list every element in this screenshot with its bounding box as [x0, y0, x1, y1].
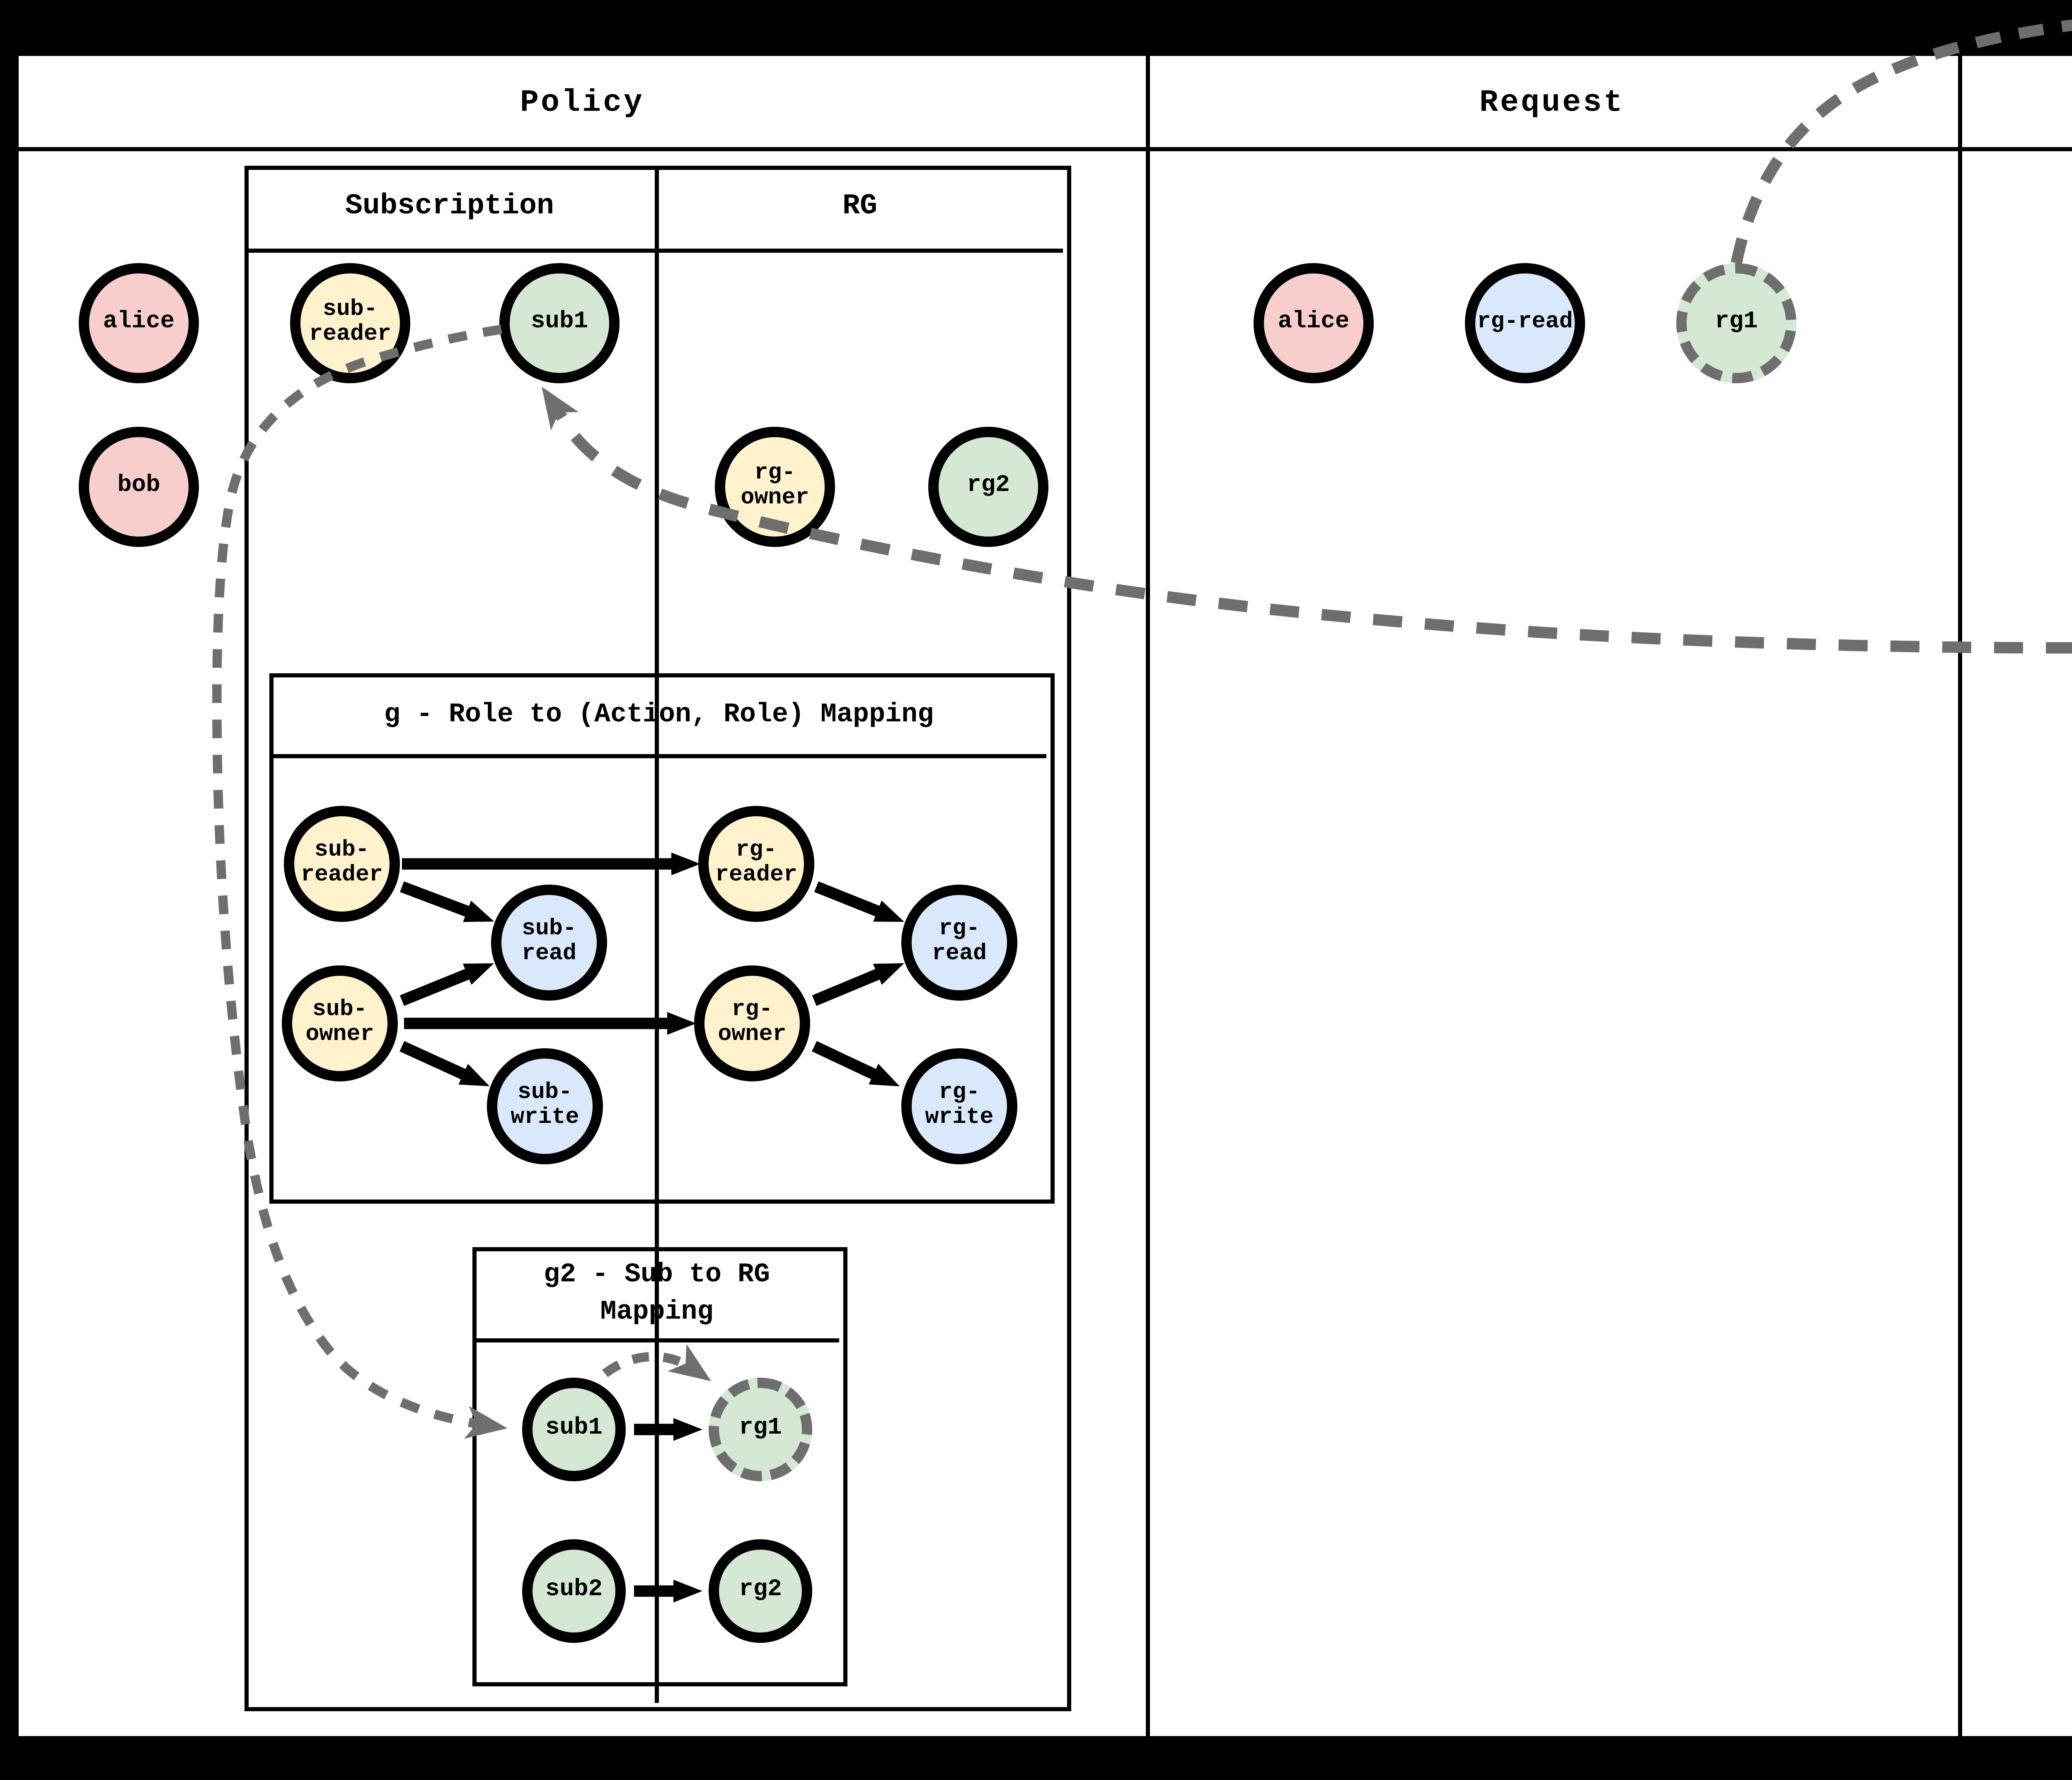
node-g-rg-write: rg-write	[901, 1048, 1017, 1164]
column-header-subscription: Subscription	[345, 191, 554, 224]
panel-title-policy: Policy	[520, 86, 645, 121]
node-policy-sub-reader: sub- reader	[290, 263, 410, 383]
policy-request-divider	[1146, 56, 1150, 1736]
panel-title-request: Request	[1479, 86, 1625, 121]
node-g2-rg1: rg1	[709, 1378, 812, 1481]
node-policy-alice: alice	[79, 263, 199, 383]
g2-mapping-header-line	[472, 1338, 839, 1342]
node-policy-bob: bob	[79, 427, 199, 547]
table-column-divider	[655, 166, 659, 1703]
node-g2-sub1: sub1	[522, 1378, 626, 1481]
node-g-sub-write: sub- write	[487, 1048, 603, 1164]
node-g-rg-reader: rg- reader	[698, 806, 814, 922]
g2-mapping-title: g2 - Sub to RG Mapping	[543, 1258, 770, 1326]
node-g-rg-read: rg-read	[901, 885, 1017, 1001]
g-mapping-title: g - Role to (Action, Role) Mapping	[384, 699, 934, 730]
node-request-rg1: rg1	[1676, 263, 1796, 383]
node-policy-rg2: rg2	[928, 427, 1048, 547]
node-g-sub-owner: sub- owner	[282, 965, 398, 1081]
node-g-rg-owner: rg-owner	[694, 965, 810, 1081]
node-g-sub-read: sub-read	[491, 885, 607, 1001]
node-request-alice: alice	[1254, 263, 1374, 383]
node-g2-sub2: sub2	[522, 1539, 626, 1643]
node-policy-rg-owner: rg-owner	[715, 427, 835, 547]
node-policy-sub1: sub1	[499, 263, 620, 383]
node-g2-rg2: rg2	[709, 1539, 812, 1643]
table-header-line	[244, 249, 1063, 253]
g-mapping-header-line	[269, 754, 1046, 758]
request-matching-divider	[1958, 56, 1962, 1736]
node-g-sub-reader: sub- reader	[284, 806, 400, 922]
column-header-rg: RG	[842, 191, 878, 224]
node-request-rg-read: rg-read	[1465, 263, 1585, 383]
header-divider-line	[19, 147, 2072, 151]
g2-mapping-box	[472, 1247, 847, 1686]
